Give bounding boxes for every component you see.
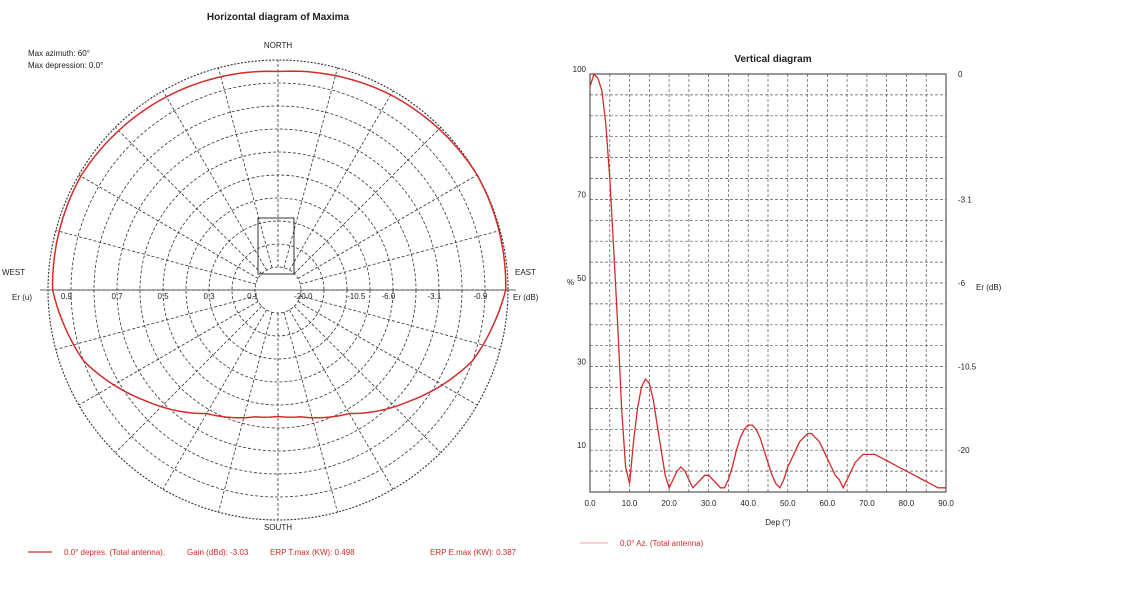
vertical-y-label: %	[567, 278, 574, 287]
vertical-grid	[590, 74, 946, 492]
polar-grid	[40, 59, 516, 521]
polar-spoke	[78, 174, 259, 279]
polar-left-tick: 0.1	[247, 292, 259, 301]
polar-label-south: SOUTH	[264, 523, 292, 532]
polar-spoke	[55, 295, 256, 350]
polar-right-tick: -6.0	[382, 292, 396, 301]
vertical-y-tick: 100	[573, 65, 587, 74]
polar-spoke	[162, 90, 267, 271]
vertical-x-tick: 40.0	[740, 499, 756, 508]
vertical-y-tick: 10	[577, 441, 586, 450]
polar-right-tick: -3.1	[428, 292, 442, 301]
polar-legend-erp-e: ERP E.max (KW): 0.387	[430, 548, 517, 557]
polar-spoke	[283, 67, 338, 268]
vertical-y-tick: 50	[577, 274, 586, 283]
polar-right-tick: -0.9	[474, 292, 488, 301]
vertical-y-tick: 30	[577, 358, 586, 367]
polar-legend-gain: Gain (dBd): -3.03	[187, 548, 249, 557]
polar-right-tick: -20.0	[294, 292, 313, 301]
polar-left-tick: 0.5	[157, 292, 169, 301]
polar-spoke	[218, 67, 273, 268]
polar-spoke	[293, 305, 441, 453]
vertical-x-tick: 60.0	[820, 499, 836, 508]
polar-spoke	[300, 295, 501, 350]
polar-annotation-azimuth: Max azimuth: 60°	[28, 49, 90, 58]
polar-spoke	[55, 230, 256, 285]
polar-spoke	[218, 312, 273, 513]
polar-left-tick: 0.7	[111, 292, 123, 301]
polar-left-axis-label: Er (u)	[12, 293, 32, 302]
polar-center-marker	[257, 217, 295, 275]
vertical-x-tick: 0.0	[584, 499, 596, 508]
polar-spoke	[300, 230, 501, 285]
polar-label-east: EAST	[515, 268, 536, 277]
polar-title: Horizontal diagram of Maxima	[207, 12, 350, 23]
vertical-y2-tick: -3.1	[958, 195, 972, 204]
vertical-x-label: Dep (°)	[765, 518, 791, 527]
vertical-x-tick: 30.0	[701, 499, 717, 508]
polar-spoke	[283, 312, 338, 513]
polar-series-line	[51, 70, 507, 419]
vertical-x-tick: 20.0	[661, 499, 677, 508]
polar-spoke	[297, 174, 478, 279]
vertical-legend-series: 0.0° Az. (Total antenna)	[620, 539, 704, 548]
vertical-x-tick: 90.0	[938, 499, 954, 508]
vertical-plot-frame	[589, 73, 947, 493]
polar-left-tick: 0.9	[61, 292, 73, 301]
polar-label-north: NORTH	[264, 41, 293, 50]
polar-spoke	[115, 305, 263, 453]
vertical-x-tick: 10.0	[622, 499, 638, 508]
polar-right-axis-label: Er (dB)	[513, 293, 539, 302]
vertical-title: Vertical diagram	[734, 54, 811, 65]
vertical-x-tick: 80.0	[899, 499, 915, 508]
vertical-y2-tick: -10.5	[958, 363, 977, 372]
polar-spoke	[78, 301, 259, 406]
vertical-y2-tick: -6	[958, 279, 966, 288]
vertical-tick-labels: 0.0 10.0 20.0 30.0 40.0 50.0 60.0 70.0 80.0 90.0 1…	[573, 65, 977, 508]
polar-spoke	[162, 309, 267, 490]
vertical-x-tick: 70.0	[859, 499, 875, 508]
polar-left-tick: 0.3	[203, 292, 215, 301]
polar-spoke	[289, 90, 394, 271]
polar-label-west: WEST	[2, 268, 25, 277]
polar-right-tick: -10.5	[347, 292, 366, 301]
polar-legend-series: 0.0° depres. (Total antenna),	[64, 548, 165, 557]
vertical-y-tick: 70	[577, 190, 586, 199]
polar-spoke	[289, 309, 394, 490]
vertical-x-tick: 50.0	[780, 499, 796, 508]
polar-annotation-depression: Max depression: 0.0°	[28, 61, 103, 70]
polar-legend-erp-t: ERP T.max (KW): 0.498	[270, 548, 355, 557]
vertical-y2-tick: -20	[958, 446, 970, 455]
polar-spoke	[115, 127, 263, 275]
vertical-series-line	[589, 72, 946, 490]
polar-tick-labels: 0.9 0.7 0.5 0.3 0.1 -20.0 -10.5 -6.0 -3.1 -0.9	[61, 292, 488, 301]
vertical-y2-label: Er (dB)	[976, 283, 1002, 292]
vertical-y2-tick: 0	[958, 70, 963, 79]
polar-spoke	[293, 127, 441, 275]
polar-spoke	[297, 301, 478, 406]
